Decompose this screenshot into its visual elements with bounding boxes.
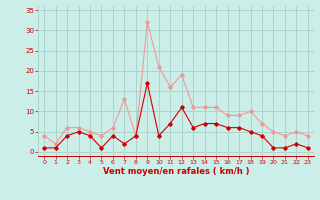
X-axis label: Vent moyen/en rafales ( km/h ): Vent moyen/en rafales ( km/h ) xyxy=(103,167,249,176)
